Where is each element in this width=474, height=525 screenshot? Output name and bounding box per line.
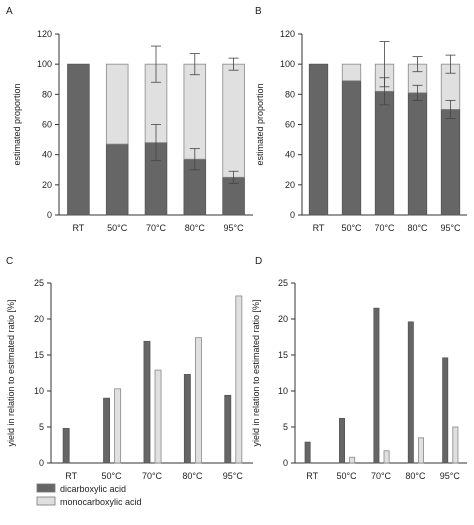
y-tick-label: 20 xyxy=(278,314,288,324)
y-tick-label: 15 xyxy=(34,350,44,360)
x-tick-label: 70°C xyxy=(371,471,392,481)
panel-d: D 0 5 10 15 20 25 yield in relation to estimate… xyxy=(251,256,467,481)
legend: dicarboxylic acid monocarboxylic acid xyxy=(36,483,142,507)
x-tick-label: 80°C xyxy=(407,223,428,233)
bar-monocarboxylic xyxy=(183,63,207,160)
legend-swatch xyxy=(36,483,56,493)
bar-monocarboxylic xyxy=(349,456,356,464)
x-tick-label: 70°C xyxy=(142,471,163,481)
x-tick-label: 80°C xyxy=(182,471,203,481)
bar-dicarboxylic xyxy=(103,397,111,464)
x-tick-label: 50°C xyxy=(337,471,358,481)
panel-letter: B xyxy=(255,6,262,17)
y-tick-label: 60 xyxy=(285,120,295,130)
y-tick-label: 0 xyxy=(39,458,44,468)
y-tick-label: 15 xyxy=(278,350,288,360)
y-tick-label: 80 xyxy=(42,89,52,99)
x-tick-label: 95°C xyxy=(440,223,461,233)
bar-monocarboxylic xyxy=(383,450,390,464)
bar-dicarboxylic xyxy=(341,80,362,216)
y-tick-label: 0 xyxy=(290,210,295,220)
y-tick-label: 0 xyxy=(283,458,288,468)
panel-letter: D xyxy=(255,256,262,267)
x-tick-label: RT xyxy=(65,471,77,481)
legend-label: dicarboxylic acid xyxy=(60,484,126,494)
bar-dicarboxylic xyxy=(308,63,329,216)
y-axis-label: yield in relation to estimated ratio [%] xyxy=(251,299,261,446)
bar-dicarboxylic xyxy=(374,90,395,216)
bar-monocarboxylic xyxy=(417,437,424,464)
x-tick-label: 80°C xyxy=(405,471,426,481)
y-axis-label: yield in relation to estimated ratio [%] xyxy=(6,299,16,446)
x-tick-label: 80°C xyxy=(185,223,206,233)
x-tick-label: 50°C xyxy=(341,223,362,233)
y-tick-label: 60 xyxy=(42,120,52,130)
legend-swatch xyxy=(36,496,56,506)
bar-monocarboxylic xyxy=(452,426,459,464)
y-tick-label: 5 xyxy=(39,422,44,432)
bar-dicarboxylic xyxy=(183,374,191,464)
y-axis-label: estimated proportion xyxy=(255,83,265,165)
panel-letter: C xyxy=(6,256,13,267)
y-tick-label: 10 xyxy=(278,386,288,396)
bar-dicarboxylic xyxy=(407,321,414,464)
bar-dicarboxylic xyxy=(373,307,380,464)
x-tick-label: 50°C xyxy=(107,223,128,233)
bar-dicarboxylic xyxy=(442,357,449,464)
y-tick-label: 20 xyxy=(34,314,44,324)
x-tick-label: RT xyxy=(313,223,325,233)
bar-monocarboxylic xyxy=(341,63,362,82)
bar-dicarboxylic xyxy=(143,340,151,464)
y-tick-label: 40 xyxy=(285,150,295,160)
bar-dicarboxylic xyxy=(304,441,311,464)
bar-dicarboxylic xyxy=(105,143,129,216)
y-tick-label: 20 xyxy=(42,180,52,190)
y-tick-label: 5 xyxy=(283,422,288,432)
y-tick-label: 120 xyxy=(37,29,52,39)
panel-b: B 0 20 40 60 80 100 120 estimated proportion RT 50… xyxy=(255,6,467,233)
bar-monocarboxylic xyxy=(222,63,245,178)
bar-monocarboxylic xyxy=(154,369,162,464)
y-tick-label: 20 xyxy=(285,180,295,190)
bar-dicarboxylic xyxy=(67,63,90,216)
legend-label: monocarboxylic acid xyxy=(60,497,142,507)
y-tick-label: 80 xyxy=(285,89,295,99)
bar-monocarboxylic xyxy=(194,337,202,464)
x-tick-label: RT xyxy=(306,471,318,481)
x-tick-label: RT xyxy=(72,223,84,233)
bar-dicarboxylic xyxy=(440,109,461,216)
bar-dicarboxylic xyxy=(407,92,428,216)
y-tick-label: 25 xyxy=(278,278,288,288)
y-tick-label: 0 xyxy=(47,210,52,220)
y-tick-label: 120 xyxy=(280,29,295,39)
bar-monocarboxylic xyxy=(105,63,129,145)
bar-monocarboxylic xyxy=(114,388,122,464)
bar-dicarboxylic xyxy=(224,394,232,464)
panel-c: C 0 5 10 15 20 25 yield in relation to estimate… xyxy=(6,256,253,481)
x-tick-label: 70°C xyxy=(374,223,395,233)
y-axis-label: estimated proportion xyxy=(12,83,22,165)
y-tick-label: 100 xyxy=(280,59,295,69)
bar-dicarboxylic xyxy=(339,417,346,464)
y-tick-label: 40 xyxy=(42,150,52,160)
panel-a: A 0 20 40 60 80 100 120 estimated proportion RT 50… xyxy=(6,6,253,233)
y-tick-label: 100 xyxy=(37,59,52,69)
x-tick-label: 95°C xyxy=(440,471,461,481)
y-tick-label: 10 xyxy=(34,386,44,396)
y-tick-label: 25 xyxy=(34,278,44,288)
x-tick-label: 95°C xyxy=(223,471,244,481)
x-tick-label: 50°C xyxy=(102,471,123,481)
x-tick-label: 95°C xyxy=(224,223,245,233)
x-tick-label: 70°C xyxy=(146,223,167,233)
panel-letter: A xyxy=(6,6,13,17)
bar-monocarboxylic xyxy=(235,295,243,464)
bar-dicarboxylic xyxy=(62,428,70,464)
